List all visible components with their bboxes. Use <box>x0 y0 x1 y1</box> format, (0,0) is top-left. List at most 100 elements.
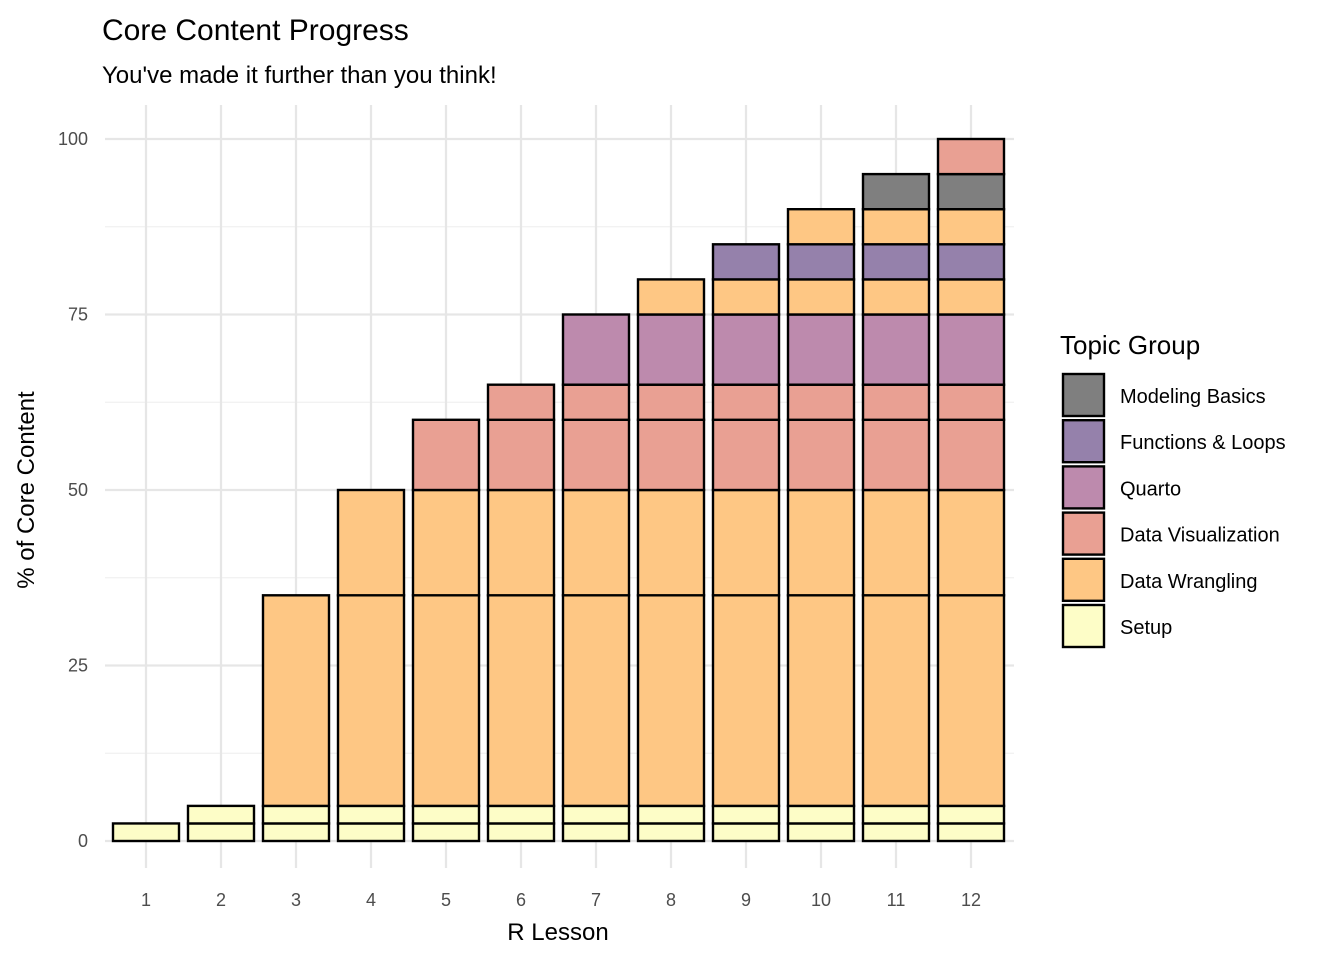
bar-segment <box>336 822 406 843</box>
bar-segment <box>861 207 931 246</box>
bar-segment <box>711 804 781 825</box>
bar-stack-lesson-12 <box>936 137 1006 843</box>
bar-segment <box>936 594 1006 808</box>
bar-segment <box>786 313 856 386</box>
bar-segment <box>936 804 1006 825</box>
bar-segment <box>786 207 856 246</box>
bar-segment <box>936 137 1006 176</box>
legend-label: Modeling Basics <box>1120 386 1266 408</box>
legend-swatch <box>1061 603 1106 649</box>
legend-label: Data Wrangling <box>1120 571 1257 593</box>
bar-stack-lesson-3 <box>261 594 331 843</box>
bar-segment <box>186 804 256 825</box>
bar-segment <box>786 488 856 597</box>
y-axis-title: % of Core Content <box>13 391 40 589</box>
bar-segment <box>711 418 781 492</box>
bar-segment <box>561 383 631 422</box>
x-tick-label: 5 <box>441 890 451 910</box>
bar-stack-lesson-6 <box>486 383 556 843</box>
bar-segment <box>636 594 706 808</box>
legend-swatch <box>1061 557 1106 602</box>
bar-segment <box>936 418 1006 492</box>
bar-segment <box>861 278 931 316</box>
bar-segment <box>336 594 406 808</box>
legend-title: Topic Group <box>1060 330 1200 360</box>
legend-label: Setup <box>1120 617 1172 639</box>
bar-segment <box>936 383 1006 422</box>
x-axis-ticks: 1 2 3 4 5 6 7 8 9 10 11 12 <box>141 890 981 910</box>
bar-segment <box>336 488 406 597</box>
y-tick-label: 25 <box>68 656 88 676</box>
y-axis-ticks: 0 25 50 75 100 <box>58 129 88 851</box>
x-tick-label: 2 <box>216 890 226 910</box>
bar-segment <box>861 383 931 422</box>
legend-item: Modeling Basics <box>1061 372 1266 418</box>
bar-segment <box>636 278 706 316</box>
x-tick-label: 7 <box>591 890 601 910</box>
bar-segment <box>936 172 1006 211</box>
bar-segment <box>561 488 631 597</box>
bar-segment <box>936 488 1006 597</box>
bar-segment <box>486 822 556 843</box>
bar-segment <box>786 418 856 492</box>
bar-segment <box>411 418 481 492</box>
bar-segment <box>711 594 781 808</box>
bar-segment <box>711 243 781 281</box>
bar-segment <box>636 418 706 492</box>
x-tick-label: 4 <box>366 890 376 910</box>
bar-segment <box>486 488 556 597</box>
bar-segment <box>411 594 481 808</box>
bar-segment <box>711 278 781 316</box>
bar-segment <box>936 207 1006 246</box>
bar-stack-lesson-5 <box>411 418 481 843</box>
bar-segment <box>561 313 631 386</box>
legend-label: Functions & Loops <box>1120 432 1286 454</box>
legend-label: Data Visualization <box>1120 525 1280 547</box>
bar-segment <box>786 804 856 825</box>
bar-segment <box>486 383 556 422</box>
y-tick-label: 0 <box>78 831 88 851</box>
bar-segment <box>261 594 331 808</box>
legend-label: Quarto <box>1120 478 1181 500</box>
bar-segment <box>411 822 481 843</box>
bar-segment <box>411 488 481 597</box>
bar-segment <box>786 822 856 843</box>
legend-item: Setup <box>1061 603 1172 649</box>
chart-subtitle: You've made it further than you think! <box>102 62 497 89</box>
bar-stack-lesson-1 <box>111 822 181 843</box>
bar-stack-lesson-11 <box>861 172 931 843</box>
x-tick-label: 10 <box>811 890 831 910</box>
bar-segment <box>261 822 331 843</box>
bar-segment <box>636 804 706 825</box>
bar-segment <box>636 313 706 386</box>
bar-segment <box>261 804 331 825</box>
bar-stack-lesson-2 <box>186 804 256 843</box>
bar-stack-lesson-10 <box>786 207 856 843</box>
x-tick-label: 12 <box>961 890 981 910</box>
bar-segment <box>861 804 931 825</box>
legend-item: Data Wrangling <box>1061 557 1257 602</box>
legend-item: Quarto <box>1061 465 1181 510</box>
bar-segment <box>711 313 781 386</box>
legend: Topic Group Modeling Basics Functions & L… <box>1060 330 1286 649</box>
bar-segment <box>936 243 1006 281</box>
bar-stack-lesson-9 <box>711 243 781 843</box>
bar-segment <box>636 383 706 422</box>
bar-segment <box>861 418 931 492</box>
x-axis-title: R Lesson <box>507 919 608 946</box>
legend-swatch <box>1061 511 1106 556</box>
x-tick-label: 6 <box>516 890 526 910</box>
bar-segment <box>411 804 481 825</box>
y-tick-label: 50 <box>68 480 88 500</box>
bar-segment <box>186 822 256 843</box>
legend-item: Functions & Loops <box>1061 419 1286 464</box>
x-tick-label: 11 <box>887 890 906 910</box>
bar-segment <box>786 278 856 316</box>
bar-segment <box>786 594 856 808</box>
bar-segment <box>861 594 931 808</box>
bar-segment <box>561 418 631 492</box>
x-tick-label: 9 <box>741 890 751 910</box>
legend-swatch <box>1061 465 1106 510</box>
bar-segment <box>861 172 931 211</box>
